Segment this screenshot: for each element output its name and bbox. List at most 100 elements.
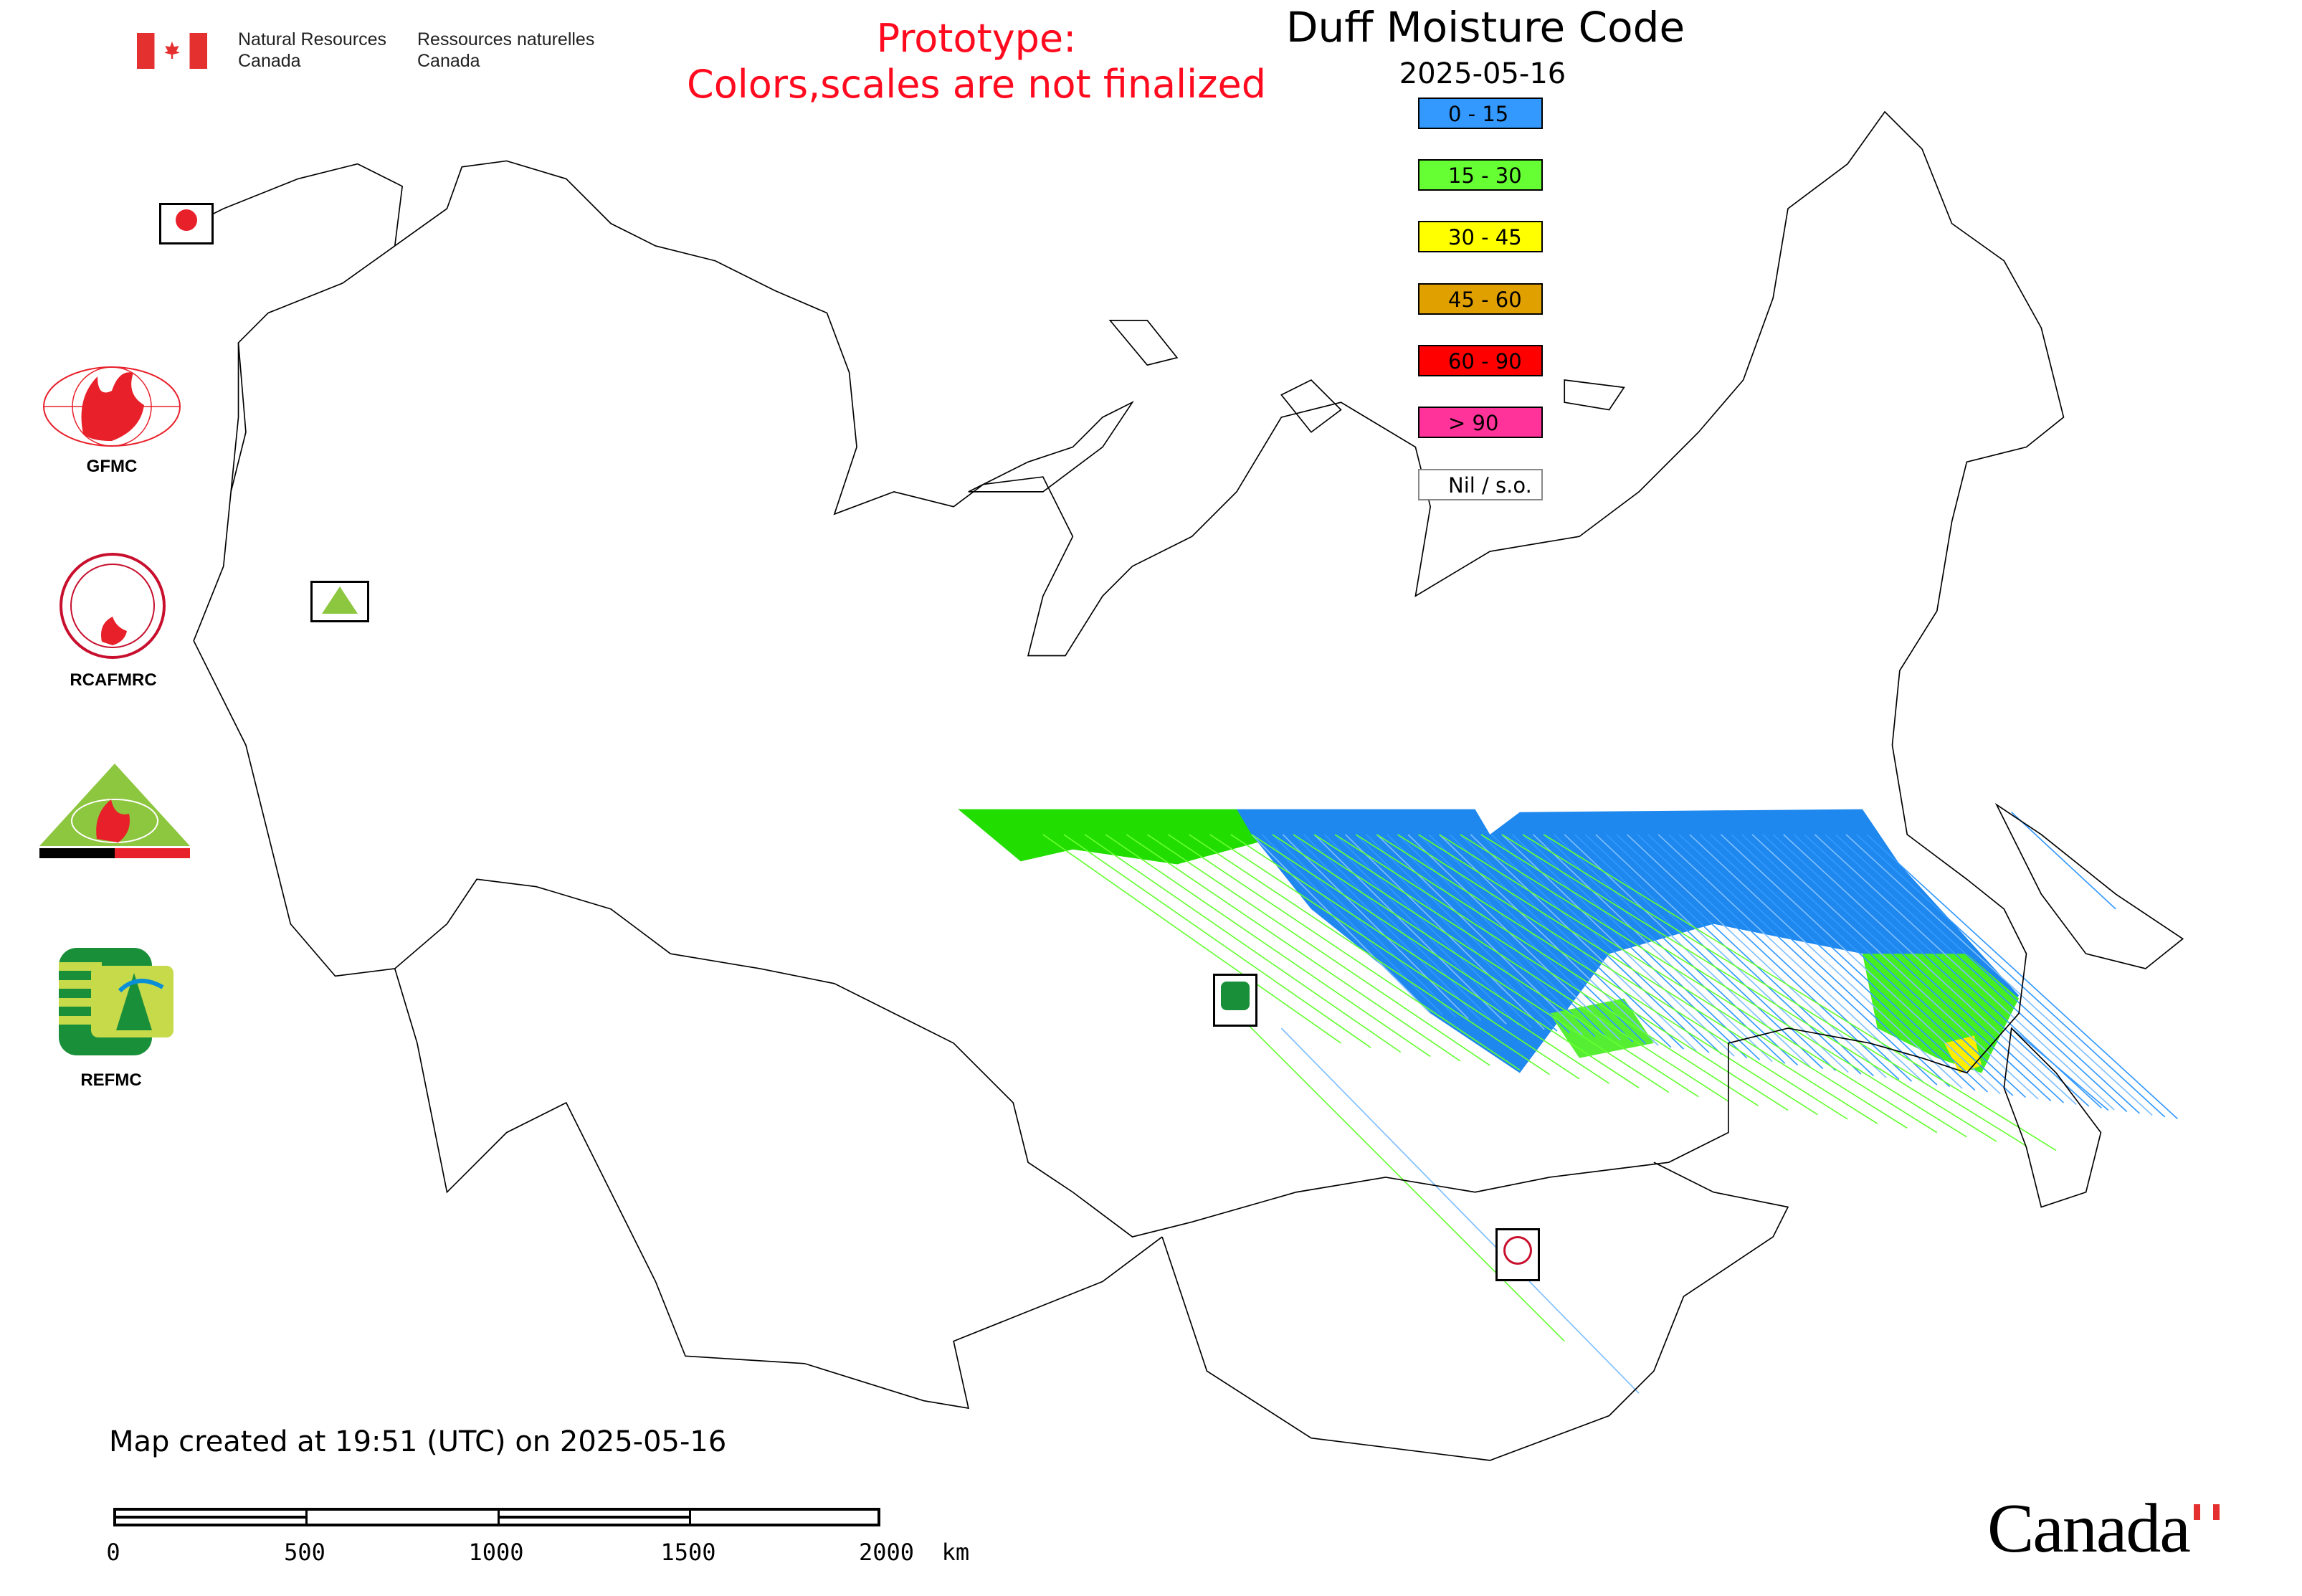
blue-streak: [1376, 834, 1583, 1035]
blue-streak: [1313, 834, 1507, 1025]
blue-streak: [2011, 812, 2116, 910]
scale-label-2000: 2000 km: [859, 1539, 970, 1566]
blue-streak: [1689, 834, 1963, 1089]
green-streak: [1334, 834, 1759, 1106]
gfmc-label: GFMC: [86, 457, 138, 476]
canada-flag-icon: [137, 33, 207, 69]
gfmc-map-marker: [159, 203, 214, 244]
green-streak: [1501, 834, 1997, 1142]
blue-streak: [1637, 834, 1900, 1080]
rcafmrc-map-marker: [1495, 1228, 1540, 1281]
blue-streak: [1511, 834, 1748, 1059]
green-streak: [1543, 834, 2057, 1151]
blue-streak: [1428, 834, 1647, 1045]
blue-streak: [1293, 834, 1482, 1021]
legend-item-30-45: 30 - 45: [1418, 221, 1543, 252]
map-date: 2025-05-16: [1399, 57, 1566, 90]
country-boundaries: [163, 110, 2184, 1461]
legend-item-15-30: 15 - 30: [1418, 159, 1543, 191]
green-streak: [1167, 834, 1521, 1071]
kamchatka-outline: [1994, 802, 2184, 969]
blue-streak: [1417, 834, 1634, 1042]
scale-label-500: 500: [284, 1539, 325, 1566]
green-streak: [1209, 834, 1580, 1080]
blue-streak: [1720, 834, 2001, 1095]
blue-streak: [1282, 834, 1469, 1020]
scale-label-0: 0: [106, 1539, 120, 1566]
green-streak: [1272, 834, 1670, 1093]
scale-label-1000: 1000: [468, 1539, 524, 1566]
map-created-timestamp: Map created at 19:51 (UTC) on 2025-05-16: [109, 1425, 727, 1458]
blue-streak: [1793, 834, 2090, 1107]
blue-streak: [1584, 834, 1837, 1071]
blue-streak: [1710, 834, 1989, 1093]
blue-streak: [1595, 834, 1849, 1073]
refmc-logo: [59, 948, 173, 1055]
rcafmrc-logo: [60, 553, 166, 659]
mongolia-china-outline: [1161, 1162, 1789, 1461]
green-streak: [1460, 834, 1938, 1134]
reefmc-map-marker: [310, 581, 369, 622]
nrcan-en-line2: Canada: [238, 51, 301, 71]
nrcan-en-line1: Natural Resources: [238, 29, 387, 49]
green-streak: [1105, 834, 1431, 1058]
russia-outline: [193, 110, 2065, 1238]
blue-streak: [1407, 834, 1621, 1041]
blue-streak: [1280, 1027, 1640, 1394]
novaya-zemlya-outline: [968, 401, 1134, 493]
blue-streak: [1731, 834, 2014, 1096]
legend-item-0-15: 0 - 15: [1418, 98, 1543, 129]
green-streak: [1189, 834, 1550, 1075]
blue-streak: [1397, 834, 1609, 1039]
map-title: Duff Moisture Code: [1285, 3, 1685, 52]
blue-streak: [1772, 834, 2065, 1103]
blue-streak: [1303, 834, 1495, 1023]
blue-streak: [1678, 834, 1951, 1088]
green-streak: [1230, 834, 1610, 1084]
green-streak: [1313, 834, 1729, 1102]
green-streak: [1522, 834, 2027, 1147]
nrcan-english: Natural Resources Canada: [238, 29, 386, 72]
legend-item-nil: Nil / s.o.: [1418, 469, 1543, 500]
green-streak: [1480, 834, 1967, 1138]
prototype-notice: Prototype: Colors,scales are not finaliz…: [654, 16, 1299, 108]
reefmc-logo: [39, 764, 190, 858]
green-patch-mid: [1549, 998, 1654, 1058]
green-streak: [1376, 834, 1818, 1116]
wordmark-flag-icon: [2194, 1504, 2220, 1520]
blue-streak: [1387, 834, 1596, 1037]
scale-label-1500: 1500: [660, 1539, 716, 1566]
blue-streak: [1814, 834, 2115, 1111]
nrcan-french: Ressources naturelles Canada: [417, 29, 594, 72]
blue-streak: [1533, 834, 1773, 1063]
kazakhstan-outline: [394, 968, 1163, 1410]
rcafmrc-label: RCAFMRC: [70, 670, 157, 690]
blue-streak: [1554, 834, 1799, 1066]
blue-streak: [1490, 834, 1723, 1055]
yellow-patch: [1944, 1035, 1982, 1073]
green-streak: [1251, 834, 1640, 1088]
blue-streak: [1835, 834, 2141, 1114]
blue-streak: [1439, 834, 1659, 1046]
dmc-data-layer: [958, 809, 2179, 1394]
sakhalin-outline: [2003, 1027, 2102, 1208]
blue-streak: [1626, 834, 1887, 1078]
green-streak: [1042, 834, 1341, 1044]
blue-streak: [1251, 834, 1431, 1014]
blue-zone: [1237, 809, 2020, 1073]
green-streak: [1126, 834, 1461, 1062]
nrcan-fr-line1: Ressources naturelles: [417, 29, 595, 49]
arctic-islands-outline: [1108, 320, 1625, 433]
blue-streak: [2011, 1027, 2109, 1111]
prototype-line2: Colors,scales are not finalized: [687, 62, 1266, 107]
blue-streak: [1470, 834, 1697, 1052]
blue-streak: [1751, 834, 2039, 1100]
blue-streak: [1845, 834, 2153, 1116]
green-streak: [1084, 834, 1402, 1053]
blue-streak: [1334, 834, 1533, 1028]
blue-streak: [1762, 834, 2052, 1102]
green-streak: [1146, 834, 1490, 1066]
prototype-line1: Prototype:: [876, 16, 1077, 61]
green-streak: [1439, 834, 1908, 1129]
green-streak: [1293, 834, 1699, 1098]
